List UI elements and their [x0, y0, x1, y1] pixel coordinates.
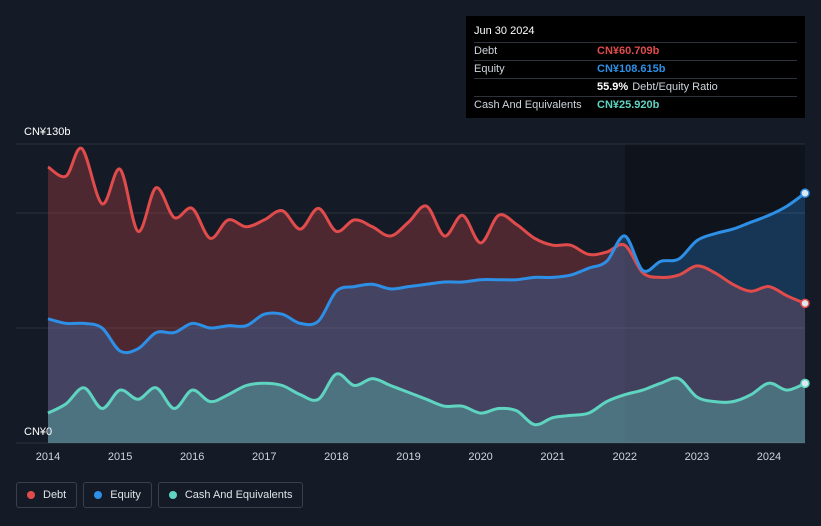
legend-equity-label: Equity: [110, 489, 141, 501]
area-equity: [48, 193, 805, 443]
x-tick-label-2015: 2015: [108, 451, 132, 463]
line-equity: [47, 191, 806, 355]
tooltip-debt-value: CN¥60.709b: [597, 45, 660, 57]
tooltip-date: Jun 30 2024: [474, 25, 535, 37]
tooltip-cash-value: CN¥25.920b: [597, 99, 660, 111]
tooltip-ratio-value: 55.9%: [597, 81, 629, 93]
x-tick-label-2020: 2020: [468, 451, 492, 463]
tooltip-debt-label: Debt: [474, 45, 498, 57]
x-tick-label-2024: 2024: [757, 451, 781, 463]
x-tick-label-2022: 2022: [613, 451, 637, 463]
tooltip-equity-value: CN¥108.615b: [597, 63, 666, 75]
debt-dot-icon: [27, 491, 35, 499]
legend-item-equity[interactable]: Equity: [83, 482, 152, 508]
tooltip-row-ratio: 55.9% Debt/Equity Ratio: [474, 78, 797, 96]
tooltip-cash-label: Cash And Equivalents: [474, 99, 582, 111]
line-debt: [47, 146, 806, 305]
x-tick-label-2014: 2014: [36, 451, 60, 463]
tooltip-row-equity: Equity CN¥108.615b: [474, 60, 797, 78]
tooltip-row-debt: Debt CN¥60.709b: [474, 42, 797, 60]
y-tick-label-bottom: CN¥0: [24, 426, 52, 438]
end-dot-equity: [800, 188, 810, 198]
chart-legend: Debt Equity Cash And Equivalents: [16, 482, 304, 508]
plot-highlight-band: [624, 144, 805, 443]
x-tick-label-2021: 2021: [540, 451, 564, 463]
x-tick-label-2018: 2018: [324, 451, 348, 463]
x-tick-label-2016: 2016: [180, 451, 204, 463]
x-tick-label-2023: 2023: [685, 451, 709, 463]
equity-dot-icon: [94, 491, 103, 499]
axis-labels: CN¥130b CN¥0 2014 2015 2016 2017 2018 2019 2020 2…: [24, 126, 781, 463]
cash-dot-icon: [168, 491, 177, 499]
line-cash-and-equivalents: [47, 372, 806, 427]
legend-cash-label: Cash And Equivalents: [184, 489, 293, 501]
area-debt: [48, 148, 805, 443]
x-tick-label-2017: 2017: [252, 451, 276, 463]
end-dot-cash-and-equivalents: [800, 378, 810, 389]
tooltip-panel: Jun 30 2024 Debt CN¥60.709b Equity CN¥10…: [466, 16, 805, 118]
legend-debt-label: Debt: [43, 489, 67, 501]
legend-item-debt[interactable]: Debt: [16, 482, 78, 508]
y-tick-label-top: CN¥130b: [24, 126, 70, 138]
tooltip-ratio-label: Debt/Equity Ratio: [632, 81, 718, 93]
tooltip-equity-label: Equity: [474, 63, 505, 75]
x-tick-label-2019: 2019: [396, 451, 420, 463]
series-lines: [47, 146, 806, 427]
legend-item-cash[interactable]: Cash And Equivalents: [157, 482, 304, 508]
tooltip-row-cash: Cash And Equivalents CN¥25.920b: [474, 96, 797, 114]
end-dot-debt: [800, 298, 810, 309]
series-end-markers: [800, 188, 810, 389]
